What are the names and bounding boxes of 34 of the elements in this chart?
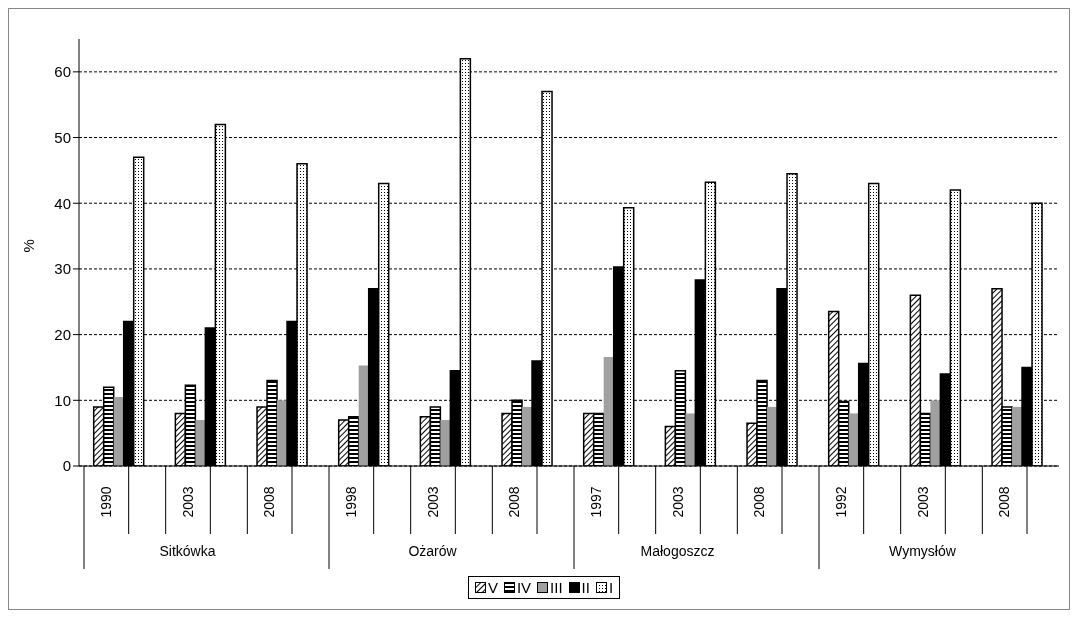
text: Sitkówka xyxy=(159,543,216,559)
x-tick-label: 2008 xyxy=(996,486,1013,518)
text: Ożarów xyxy=(408,543,458,559)
x-tick-label: 2003 xyxy=(179,486,196,518)
y-tick-label: 0 xyxy=(62,457,71,475)
y-tick-label: 30 xyxy=(54,260,71,278)
legend-label: II xyxy=(580,579,590,596)
text: Wymysłów xyxy=(889,543,957,559)
y-tick-label: 20 xyxy=(54,325,71,343)
bar xyxy=(930,400,941,466)
y-tick-label: 60 xyxy=(54,63,71,81)
bar xyxy=(685,413,696,466)
x-tick-label: 2008 xyxy=(506,486,523,518)
x-tick-label: 1990 xyxy=(97,486,114,518)
y-tick-label: 50 xyxy=(54,128,71,146)
legend-label: III xyxy=(549,579,563,596)
x-tick-label: 2003 xyxy=(914,486,931,518)
x-tick-label: 2003 xyxy=(424,486,441,518)
bar xyxy=(440,420,451,466)
x-tick-label: 2008 xyxy=(261,486,278,518)
legend-label: IV xyxy=(515,579,532,596)
y-tick-label: 10 xyxy=(54,391,71,409)
y-axis-title: % xyxy=(20,239,38,253)
x-tick-label: 1998 xyxy=(342,486,359,518)
y-tick-label: 40 xyxy=(54,194,71,212)
bar xyxy=(358,365,369,466)
legend-label: V xyxy=(486,579,498,596)
legend-label: I xyxy=(607,579,614,596)
x-tick-label: 1997 xyxy=(587,486,604,518)
x-tick-label: 1992 xyxy=(832,486,849,518)
x-tick-label: 2008 xyxy=(751,486,768,518)
text: Małogoszcz xyxy=(640,543,715,559)
x-tick-label: 2003 xyxy=(669,486,686,518)
bar xyxy=(195,420,206,466)
